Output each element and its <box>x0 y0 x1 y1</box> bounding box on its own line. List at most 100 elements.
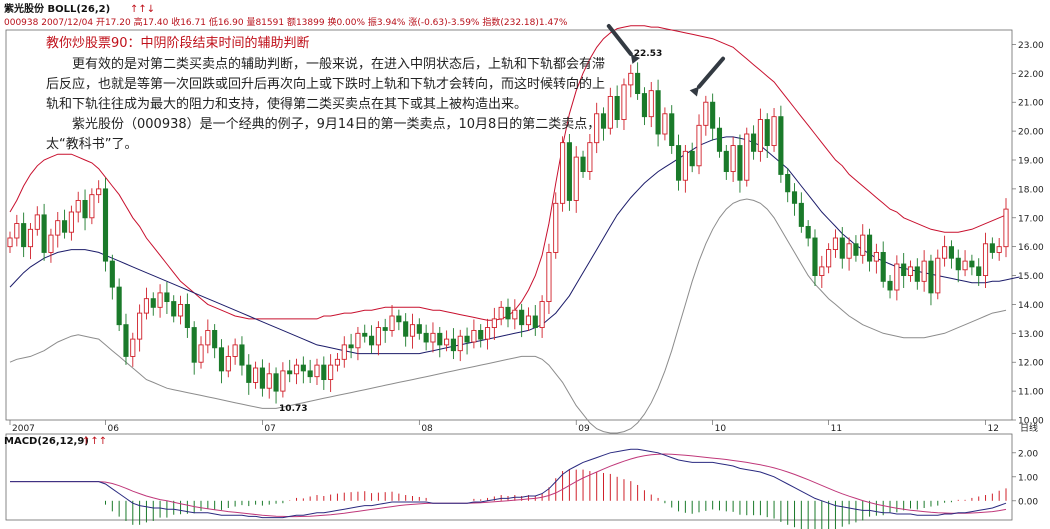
candle-body <box>137 312 143 340</box>
date-tick-label: 10 <box>715 424 727 434</box>
sell-point-arrow <box>606 24 640 64</box>
date-tick-label: 2007 <box>12 424 35 434</box>
price-ytick-label: 13.00 <box>1018 330 1044 340</box>
candle-body <box>341 344 347 360</box>
macd-panel: 2.00 1.00 0.00 <box>5 433 1038 529</box>
candle-body <box>832 237 839 251</box>
candle-body <box>553 202 559 253</box>
price-annotation: 10.73 <box>279 404 307 414</box>
candle-body <box>791 191 798 204</box>
candle-body <box>873 251 879 262</box>
candle-body <box>34 214 40 230</box>
candle-body <box>307 370 313 378</box>
boll-lower-band <box>9 198 1007 434</box>
candle-body <box>348 344 354 349</box>
article-title: 教你炒股票90：中阴阶段结束时间的辅助判断 <box>46 36 310 51</box>
candle-body <box>205 329 211 346</box>
candle-body <box>948 246 954 259</box>
candle-body <box>491 318 497 329</box>
date-tick-label: 06 <box>108 424 120 434</box>
period-label: 日线 <box>1020 422 1038 434</box>
candle-body <box>887 280 893 291</box>
candle-body <box>321 364 327 381</box>
candle-body <box>785 173 791 193</box>
candle-body <box>955 257 961 271</box>
candle-body <box>14 223 20 239</box>
candle-body <box>396 315 402 323</box>
date-tick-label: 09 <box>578 424 590 434</box>
candle-body <box>648 90 654 118</box>
candle-body <box>962 260 968 271</box>
candle-body <box>423 332 429 343</box>
candle-body <box>266 373 272 389</box>
candle-body <box>641 93 648 118</box>
candle-body <box>55 220 61 236</box>
candle-body <box>437 332 443 346</box>
candle-body <box>539 301 545 329</box>
candle-body <box>450 338 456 352</box>
price-ytick-label: 21.00 <box>1018 99 1044 109</box>
date-tick-label: 08 <box>421 424 433 434</box>
candle-body <box>27 228 34 248</box>
candle-body <box>293 364 300 375</box>
candle-body <box>696 124 702 167</box>
candle-body <box>723 150 729 173</box>
candle-body <box>519 309 525 326</box>
candle-body <box>798 202 804 227</box>
candle-body <box>239 344 245 366</box>
macd-dea-line <box>10 453 1007 518</box>
candle-body <box>403 321 409 337</box>
candle-body <box>1003 208 1009 248</box>
candle-body <box>689 150 695 167</box>
macd-ytick-label: 2.00 <box>1018 449 1038 459</box>
price-ytick-label: 23.00 <box>1018 41 1044 51</box>
candle-body <box>669 113 675 147</box>
candle-body <box>621 84 627 121</box>
candle-body <box>778 116 784 175</box>
candle-body <box>184 303 190 329</box>
date-tick-label: 12 <box>988 424 999 434</box>
candle-body <box>232 344 238 357</box>
candle-body <box>355 332 361 349</box>
candle-body <box>171 301 177 317</box>
candle-body <box>198 344 204 363</box>
article-overlay: 教你炒股票90：中阴阶段结束时间的辅助判断 更有效的是对第二类买卖点的辅助判断，… <box>46 34 606 155</box>
candle-body <box>150 298 156 308</box>
candle-body <box>764 119 770 147</box>
candle-body <box>512 309 518 320</box>
candle-body <box>996 246 1002 253</box>
candle-body <box>921 260 927 282</box>
candle-body <box>846 243 852 259</box>
candle-body <box>82 199 88 219</box>
boll-mid-band <box>9 136 1020 355</box>
price-panel: 23.00 22.00 21.00 20.00 19.00 18.00 17.00 16.00… <box>5 24 1044 434</box>
candle-body <box>143 298 150 314</box>
macd-arrows: ↑↑↑ <box>82 436 107 447</box>
candle-body <box>444 338 450 346</box>
price-ytick-label: 18.00 <box>1018 185 1044 195</box>
price-ytick-label: 20.00 <box>1018 128 1044 138</box>
candle-body <box>314 364 320 378</box>
candle-body <box>498 306 504 320</box>
candle-body <box>409 324 416 337</box>
price-ytick-label: 11.00 <box>1018 388 1044 398</box>
candle-body <box>273 373 279 392</box>
candle-body <box>594 113 600 144</box>
candle-body <box>218 347 225 372</box>
macd-frame <box>5 433 1013 521</box>
candle-body <box>505 306 511 320</box>
candle-body <box>41 214 47 253</box>
candle-body <box>362 332 368 337</box>
candle-body <box>7 237 13 248</box>
candle-body <box>109 260 115 288</box>
macd-ytick-label: 0.00 <box>1018 497 1038 507</box>
price-ytick-label: 16.00 <box>1018 243 1044 253</box>
candle-body <box>89 194 95 219</box>
candle-body <box>580 156 586 173</box>
candle-body <box>525 315 532 326</box>
macd-ytick-label: 1.00 <box>1018 473 1038 483</box>
candle-body <box>662 113 668 135</box>
candle-body <box>48 234 54 253</box>
candle-body <box>866 234 873 262</box>
